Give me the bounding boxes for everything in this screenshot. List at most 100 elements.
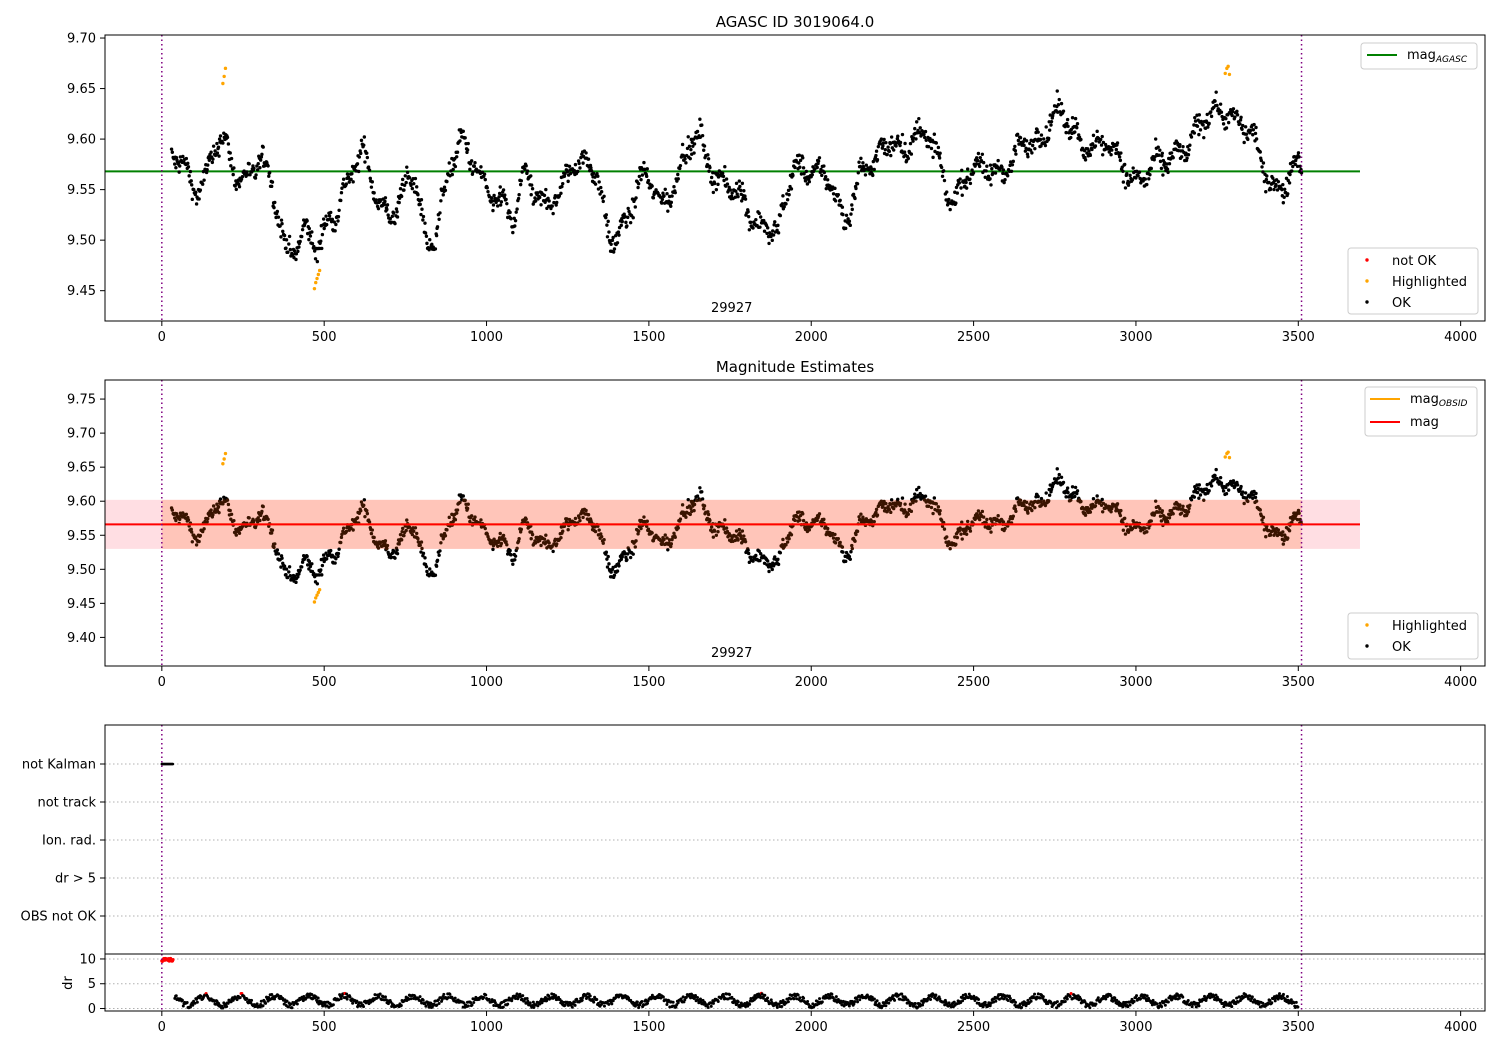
ok-point <box>351 180 355 184</box>
ok-point <box>216 145 221 149</box>
dr-point <box>195 1000 199 1004</box>
ok-point <box>539 203 543 207</box>
ok-point <box>513 558 517 562</box>
ok-point <box>434 564 439 568</box>
ok-point <box>173 162 177 166</box>
ok-point <box>874 510 878 514</box>
ok-point <box>544 187 548 192</box>
ok-point <box>279 235 283 239</box>
ok-point <box>617 233 621 237</box>
ok-point <box>977 517 982 522</box>
ok-point <box>483 526 487 531</box>
x-tick-label: 2000 <box>795 330 828 345</box>
dr-point <box>540 1001 544 1005</box>
ok-point <box>530 186 535 191</box>
ok-point <box>279 565 283 569</box>
ok-point <box>341 177 346 181</box>
ok-point <box>217 137 222 141</box>
ok-point <box>678 163 683 168</box>
highlighted-point <box>315 276 319 281</box>
ok-point <box>538 195 542 200</box>
dr-point <box>840 1003 844 1007</box>
ok-point <box>892 506 896 511</box>
ok-point <box>1003 178 1007 182</box>
ok-point <box>198 188 203 192</box>
dr-point <box>437 1001 441 1005</box>
ok-point <box>822 517 826 522</box>
ok-point <box>698 117 702 121</box>
ok-point <box>892 148 896 152</box>
ok-point <box>863 173 868 177</box>
ok-point <box>1059 101 1064 106</box>
ok-point <box>643 519 647 524</box>
ok-point <box>1056 103 1061 107</box>
dr-point <box>188 1005 192 1009</box>
ok-point <box>1214 90 1218 94</box>
highlighted-point <box>312 286 317 291</box>
dr-point <box>199 994 203 998</box>
ok-point <box>287 565 292 569</box>
ok-point <box>530 532 535 537</box>
ok-point <box>1130 178 1135 182</box>
ok-point <box>296 249 300 254</box>
ok-point <box>1272 187 1276 192</box>
dr-point <box>482 995 486 999</box>
ok-point <box>936 145 941 150</box>
ok-point <box>840 545 845 549</box>
ok-point <box>413 176 418 181</box>
dr-point <box>748 1002 752 1006</box>
ok-point <box>334 557 338 561</box>
ok-point <box>280 222 284 226</box>
ok-point <box>633 545 637 549</box>
y-tick-label: 0 <box>88 1002 96 1017</box>
ok-point <box>1244 132 1249 136</box>
ok-point <box>1003 526 1007 531</box>
ok-point <box>974 156 979 160</box>
x-tick-label: 2000 <box>795 675 828 690</box>
dr-point <box>570 1005 574 1009</box>
ok-point <box>1036 130 1040 134</box>
ok-point <box>190 530 194 534</box>
ok-point <box>430 242 434 247</box>
dr-point <box>580 998 584 1002</box>
y-tick-label: 9.75 <box>67 393 96 408</box>
ok-point <box>296 575 300 579</box>
dr-point <box>898 997 902 1001</box>
flag-category-label: not Kalman <box>22 758 96 773</box>
ok-point <box>711 535 716 539</box>
dr-point <box>339 997 343 1001</box>
ok-point <box>1267 180 1271 185</box>
ok-point <box>736 538 740 542</box>
ok-point <box>673 190 677 195</box>
dr-point <box>650 993 654 997</box>
ok-point <box>1286 536 1290 540</box>
ok-point <box>1224 116 1228 121</box>
ok-point <box>211 144 216 148</box>
ok-point <box>319 568 323 572</box>
y-tick-label: 9.50 <box>67 234 96 249</box>
ok-point <box>702 148 706 152</box>
ok-point <box>206 163 210 167</box>
ok-point <box>287 242 291 246</box>
ok-point <box>867 168 871 172</box>
ok-point <box>957 181 962 185</box>
ok-point <box>889 153 893 158</box>
ok-point <box>1033 146 1037 151</box>
ok-point <box>252 166 256 171</box>
dr-point <box>635 1000 639 1004</box>
ok-point <box>441 193 445 197</box>
ok-point <box>1224 485 1228 490</box>
ok-point <box>213 149 217 153</box>
ok-point <box>573 516 578 521</box>
legend-line-label: mag <box>1410 415 1439 430</box>
ok-point <box>797 153 801 157</box>
ok-point <box>1293 158 1298 163</box>
x-tick-label: 3000 <box>1119 675 1152 690</box>
dr-point <box>493 1001 497 1005</box>
highlighted-point <box>312 600 317 604</box>
ok-point <box>888 502 893 506</box>
ok-point <box>1260 518 1264 522</box>
ok-point <box>610 238 615 243</box>
dr-point <box>696 996 700 1000</box>
ok-point <box>1290 169 1294 173</box>
